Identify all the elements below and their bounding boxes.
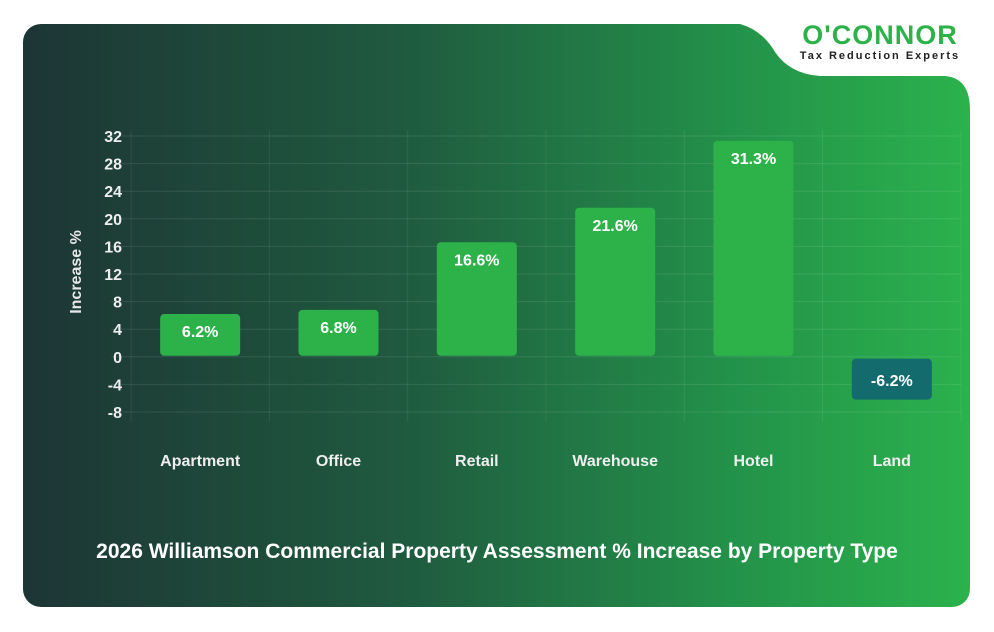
bar-apartment bbox=[160, 314, 241, 356]
y-tick-label: -4 bbox=[108, 377, 122, 394]
logo-brand: O'CONNOR bbox=[802, 20, 958, 50]
bar-office bbox=[298, 309, 379, 356]
y-tick-label: 4 bbox=[113, 322, 122, 339]
data-label: 16.6% bbox=[454, 252, 499, 269]
data-label: -6.2% bbox=[871, 373, 913, 390]
y-axis-label: Increase % bbox=[68, 230, 85, 314]
x-tick-label: Land bbox=[873, 453, 911, 470]
data-label: 21.6% bbox=[592, 218, 637, 235]
y-tick-label: 32 bbox=[104, 129, 122, 146]
x-tick-label: Hotel bbox=[734, 453, 774, 470]
y-tick-label: 24 bbox=[104, 184, 122, 201]
y-tick-label: 16 bbox=[104, 239, 122, 256]
bar-land bbox=[851, 358, 932, 400]
data-label: 6.8% bbox=[320, 320, 356, 337]
data-label: 6.2% bbox=[182, 324, 218, 341]
bar-retail bbox=[436, 242, 517, 356]
bar-warehouse bbox=[575, 207, 656, 356]
x-tick-label: Office bbox=[316, 453, 361, 470]
y-tick-label: 8 bbox=[113, 295, 122, 312]
y-tick-label: -8 bbox=[108, 405, 122, 422]
x-tick-label: Retail bbox=[455, 453, 499, 470]
oconnor-logo: O'CONNOR Tax Reduction Experts bbox=[790, 20, 970, 62]
x-tick-label: Warehouse bbox=[572, 453, 658, 470]
logo-tagline: Tax Reduction Experts bbox=[799, 50, 961, 62]
x-tick-label: Apartment bbox=[160, 453, 241, 470]
y-tick-label: 28 bbox=[104, 157, 122, 174]
data-label: 31.3% bbox=[731, 151, 776, 168]
y-tick-label: 20 bbox=[104, 212, 122, 229]
bar-hotel bbox=[713, 140, 794, 356]
y-tick-label: 0 bbox=[113, 350, 122, 367]
y-tick-label: 12 bbox=[104, 267, 122, 284]
chart-title: 2026 Williamson Commercial Property Asse… bbox=[96, 540, 898, 563]
